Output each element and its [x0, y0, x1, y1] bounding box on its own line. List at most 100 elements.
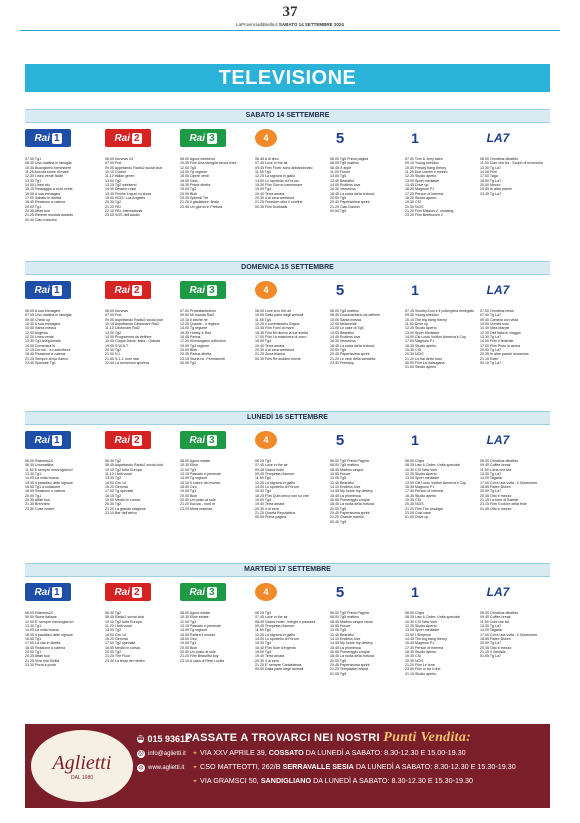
program-entry: 20.00 Blob: [180, 191, 198, 196]
program-entry: 17.30 Person of interest: [405, 489, 444, 494]
channel-logo-text: Rai: [114, 434, 130, 446]
program-entry: 20.30 4 di sera weekend: [255, 196, 295, 201]
program-entry: 08.35 Law & Order: Unità speciale: [405, 615, 460, 620]
program-entry: 11.20 I fatti vostri: [105, 624, 133, 629]
ad-town: COSSATO: [268, 748, 304, 757]
ad-web[interactable]: www.aglietti.it: [148, 765, 185, 771]
rai3-logo: Rai 3: [180, 583, 226, 601]
program-entry: 20.25 Splendi Tre: [180, 196, 209, 201]
program-entry: 08.45 Documentario da definire: [330, 313, 381, 318]
program-entry: 23.50 Film Io tra il due: [405, 667, 441, 672]
program-entry: 20.00 Tg1: [25, 204, 42, 209]
channel-logo-number: 3: [207, 284, 217, 296]
program-entry: 12.30 Dell'Italia in viaggio: [480, 330, 521, 335]
day-header: LUNEDÌ 16 SETTEMBRE: [25, 411, 550, 425]
channel-logo-number: 2: [132, 434, 142, 446]
program-entry: 01.15 Studio aperto: [405, 671, 437, 676]
program-entry: 08.05 Love is in the air: [255, 309, 292, 313]
program-entry: 14.05 La volta buona: [25, 476, 59, 481]
program-entry: 16.00 Geo: [180, 637, 197, 642]
program-entry: 00.10 Tg La7: [480, 361, 502, 366]
section-title: TELEVISIONE: [25, 64, 550, 92]
program-entry: 23.20 Film Beethoven 2: [405, 213, 443, 218]
day-header: DOMENICA 15 SETTEMBRE: [25, 261, 550, 275]
program-entry: 06.30 Unomattina: [25, 463, 54, 468]
channel-column: 08.05 Love is in the air 10.05 Della part…: [255, 309, 328, 361]
day-header: SABATO 14 SETTEMBRE: [25, 109, 550, 123]
ad-email[interactable]: info@aglietti.it: [148, 751, 186, 757]
channel-column: 06.25 Tg4 07.45 Love in the air 09.45 Gran…: [255, 459, 328, 520]
program-entry: 07.00 Pod: [105, 161, 122, 166]
program-entry: 16.40 Film Sole d'ergento: [255, 645, 296, 650]
channel-column: 06.00 Tg5 mattino 08.45 Documentario da d…: [330, 309, 403, 365]
program-entry: 07.15 Scooby-Doo e il poltergeist rinneg…: [405, 309, 474, 313]
rai2-logo: Rai 2: [105, 431, 151, 449]
program-entry: 21.20 Ciao Darwin: [330, 204, 360, 209]
program-entry: 23.45 Un giorno in Pretura: [180, 204, 223, 209]
program-entry: 20.00 Tg5: [330, 506, 347, 511]
program-entry: 20.40 Paperissima sprint: [330, 200, 370, 205]
program-entry: 17.15 Da noi... a ruota libera: [25, 348, 71, 353]
channel-column: 06.25 Tg4 07.45 Love in the air 08.45 Gran…: [255, 611, 328, 672]
program-entry: 14.00 Tg regione: [180, 326, 208, 331]
program-entry: 17.00 C'era una volta - Il Novecento: [480, 480, 538, 485]
channel-logo-number: 3: [207, 132, 217, 144]
program-entry: 18.55 Padre Brown: [480, 485, 511, 490]
program-entry: 14.00 Ore 14: [105, 480, 126, 485]
program-entry: 15.30 Tg4: [255, 489, 272, 494]
program-entry: 14.00 Programma da definire: [105, 335, 152, 340]
program-entry: 18.50 Medici in corsia: [105, 645, 140, 650]
program-entry: 20.40 Paperissima sprint: [330, 352, 370, 357]
program-entry: 10.10 The big bang theory: [405, 317, 447, 322]
program-entry: 09.45 Tempesta d'amore: [255, 624, 295, 629]
program-entry: 20.40 Paperissima sprint: [330, 511, 370, 516]
program-entry: 09.00 Mi manda Rai3: [180, 313, 215, 318]
channel-column: 06.00 Rainews24 06.30 Unomattina 11.50 E s…: [25, 459, 98, 511]
program-entry: 06.00 Rainews24: [25, 459, 53, 463]
channel-logo-text: Rai: [114, 586, 130, 598]
program-entry: 16.25 Magnum P.I.: [405, 187, 435, 192]
program-entry: 11.10 Italian green: [105, 174, 135, 179]
program-entry: 20.30 4 di sera: [255, 506, 279, 511]
ad-phone: 015 93612: [147, 734, 191, 744]
channel-column: 06.00 Rainews24 09.50 Storie italiane 12.0…: [25, 611, 98, 667]
program-entry: 14.00 Endless love: [330, 183, 361, 188]
channel-column: 06.00 Nonews 07.00 Pod 09.00 Aspettando Ra…: [105, 309, 178, 365]
program-entry: 20.00 Blob: [180, 645, 198, 650]
program-entry: 13.30 Tg1 telegiornale: [25, 339, 61, 344]
program-entry: 10.30 CSI New York: [405, 467, 438, 472]
program-entry: 15.30 Film Giorno camminare: [255, 183, 303, 188]
program-entry: 20.30 Tg2: [105, 200, 122, 205]
program-entry: 14.00 Tagadà: [480, 628, 502, 633]
ad-street: VIA XXV APRILE 39,: [200, 748, 267, 757]
phone-icon: ☎: [137, 735, 145, 743]
program-entry: 20.40 Paperissima sprint: [330, 663, 370, 668]
program-entry: 20.00 Tg5: [330, 196, 347, 201]
program-entry: 14.40 Endless love: [330, 335, 361, 340]
program-entry: 11.55 Tg4: [255, 476, 271, 481]
program-entry: 17.00 Film La maschera di zorro: [255, 335, 307, 340]
program-entry: 09.00 Appetando Radio2 social club: [105, 165, 163, 170]
channel-logos-row: Rai 1 Rai 2 Rai 3 4 5 1 LA7: [25, 583, 550, 603]
ad-town: SERRAVALLE SESIA: [282, 762, 354, 771]
program-entry: 12.30 Linea verde facile: [25, 174, 64, 179]
program-entry: 15.45 La promessa: [330, 493, 361, 498]
program-entry: 17.00 C'era una volta - Il Novecento: [480, 632, 538, 637]
program-entry: 21.25 Rimmel musical awards: [25, 213, 73, 218]
program-entry: 19.40 Terra amara: [255, 654, 285, 659]
program-entry: 20.00 Mezzo: [480, 183, 501, 188]
program-entry: 21.20 Eccola - nord le: [180, 502, 215, 507]
program-entry: 17.00 Taga: [480, 174, 498, 179]
program-entry: 12.20 Linea verde: [25, 335, 54, 340]
program-entry: 13.25 Tg2 weekend: [105, 183, 137, 188]
program-entry: 08.45 Mattino cinque news: [330, 619, 373, 624]
program-entry: 23.20 Mirra mamma: [180, 506, 213, 511]
channel-logo-number: 2: [132, 586, 142, 598]
program-entry: 17.20 Kilimangiaro collection: [180, 339, 226, 344]
program-entry: 10.30 Buongiorno benessere: [25, 165, 72, 170]
program-entry: 14.00 Lo sportello di Forum: [255, 178, 299, 183]
italia1-logo: 1: [411, 130, 419, 146]
program-entry: 20.30 Tg2: [105, 502, 122, 507]
program-entry: 21.25 Quarta Repubblica: [255, 511, 295, 516]
canale5-logo: 5: [335, 431, 345, 449]
